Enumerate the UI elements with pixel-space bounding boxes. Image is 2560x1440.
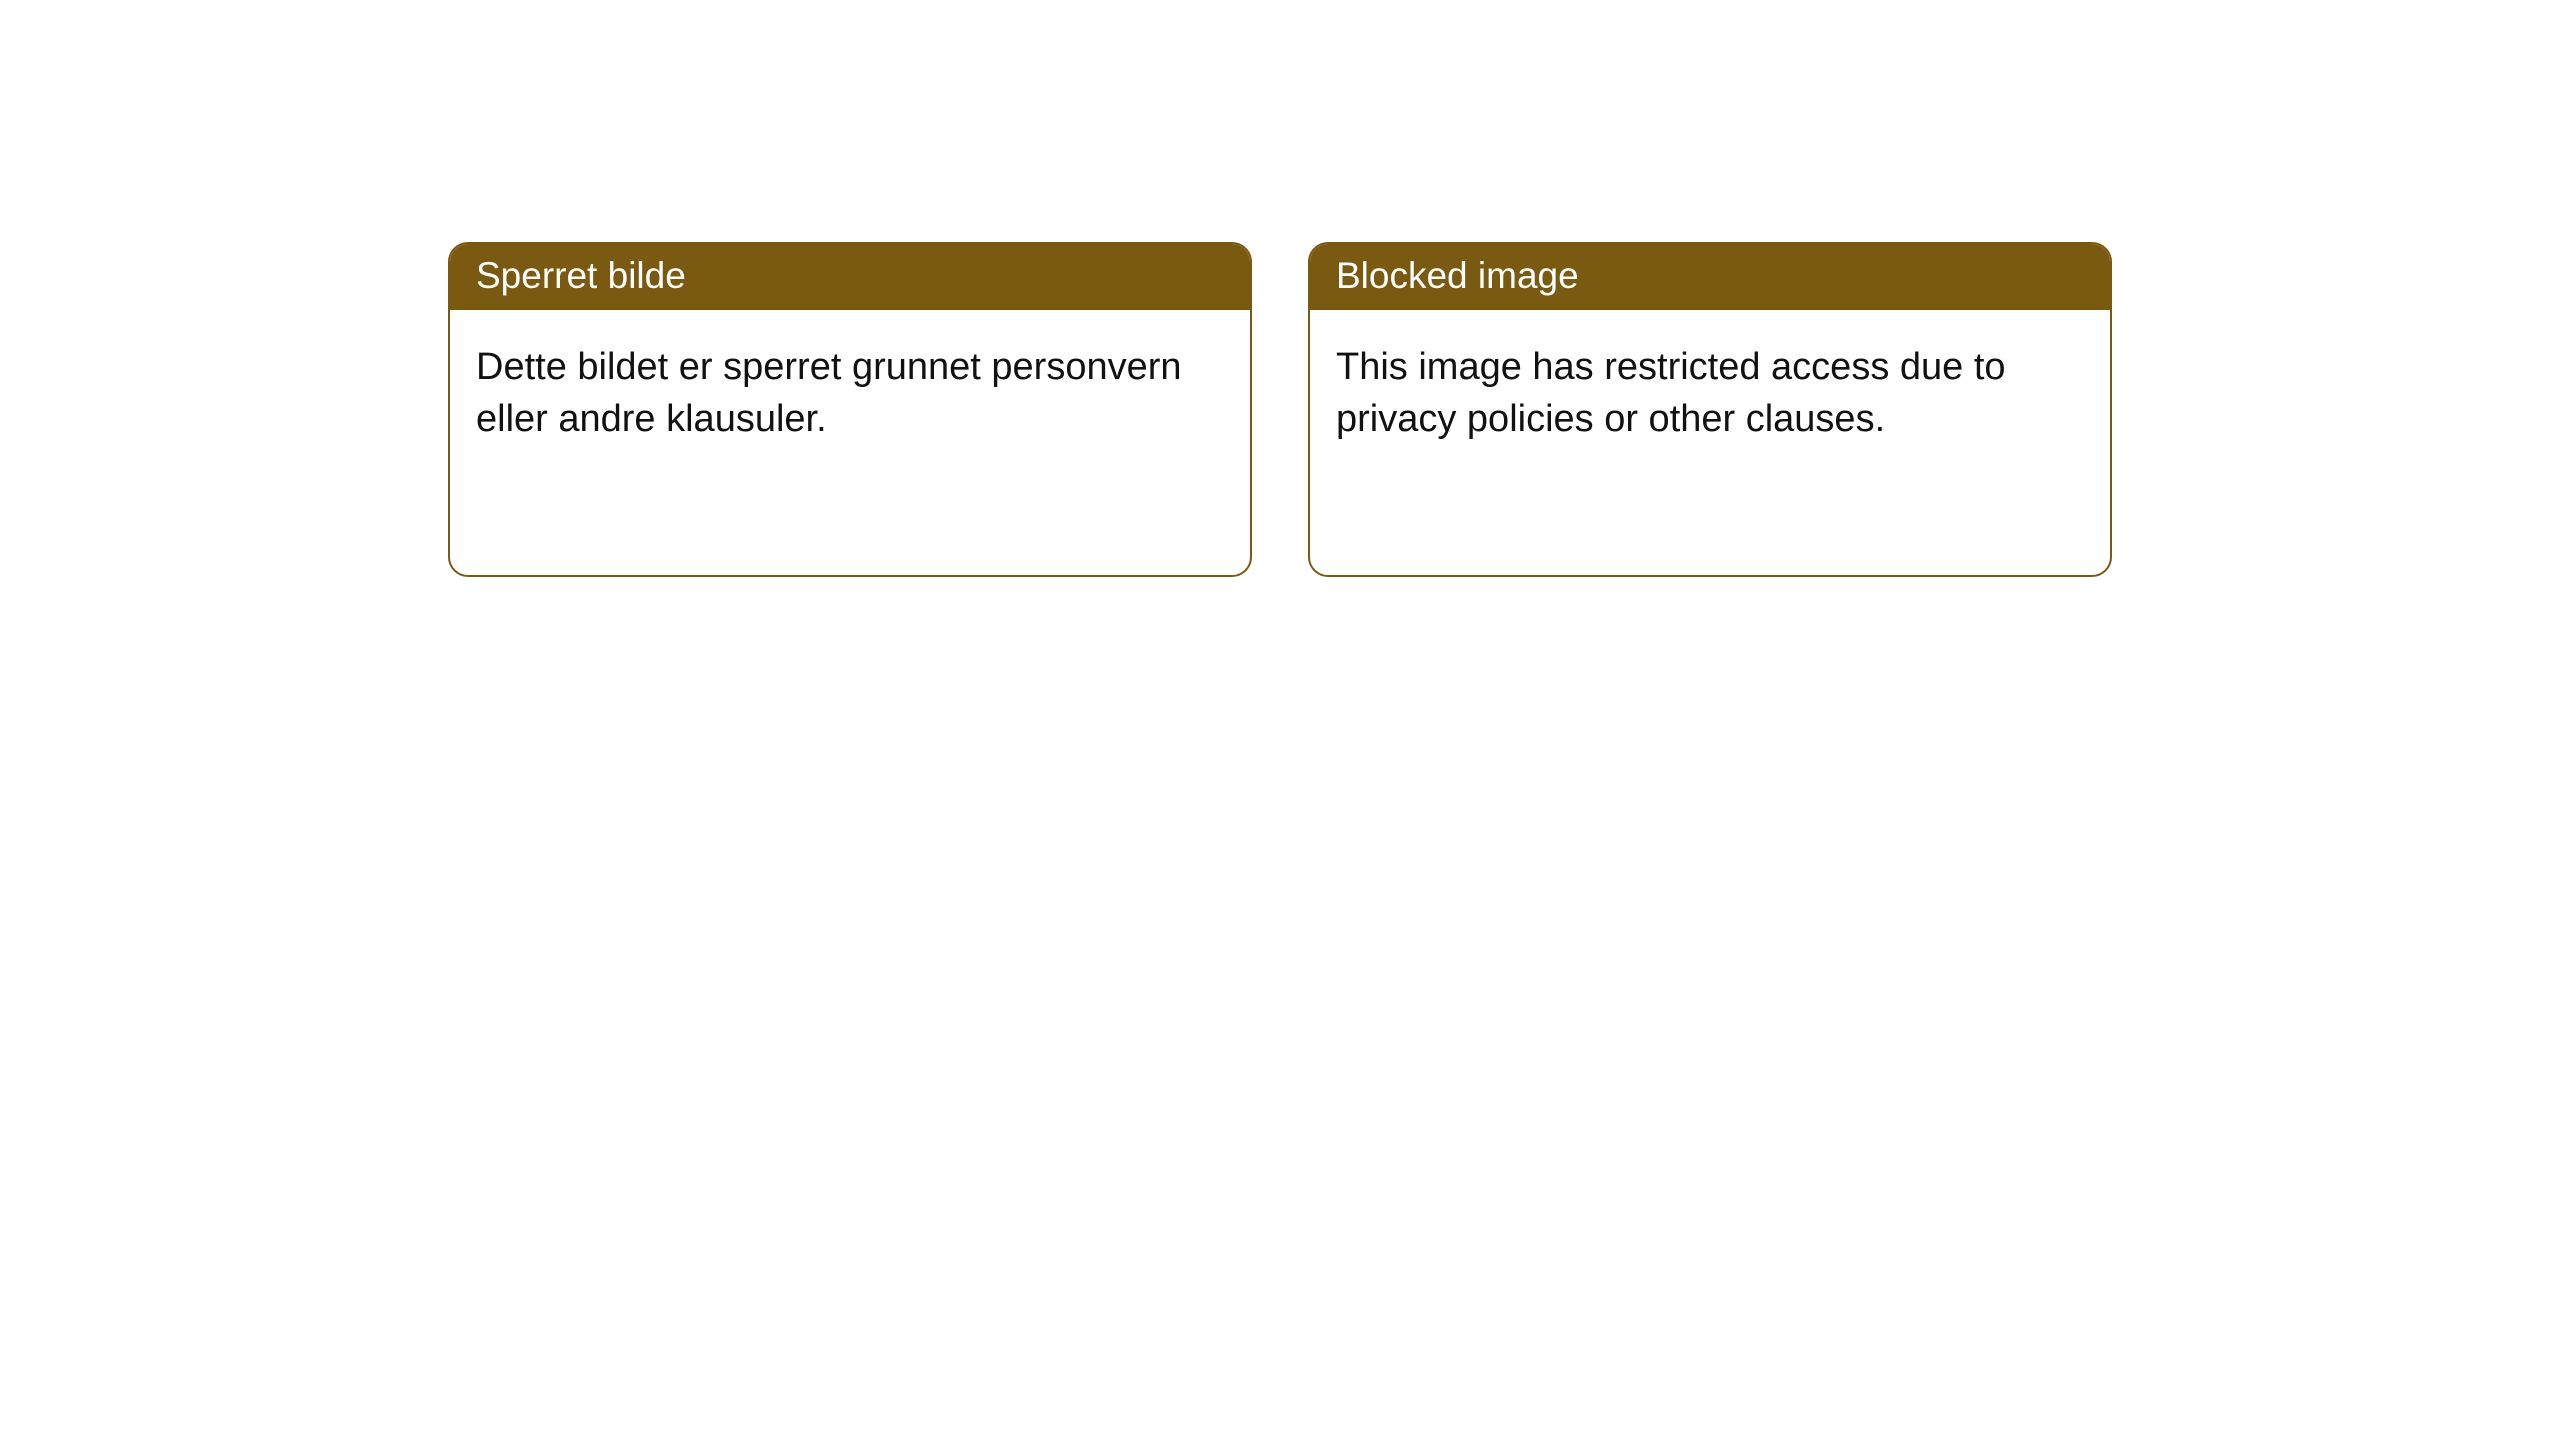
blocked-image-card-english: Blocked image This image has restricted …	[1308, 242, 2112, 577]
notice-cards-container: Sperret bilde Dette bildet er sperret gr…	[0, 0, 2560, 577]
card-header-norwegian: Sperret bilde	[450, 244, 1250, 310]
blocked-image-card-norwegian: Sperret bilde Dette bildet er sperret gr…	[448, 242, 1252, 577]
card-body-english: This image has restricted access due to …	[1310, 310, 2110, 477]
card-header-english: Blocked image	[1310, 244, 2110, 310]
card-body-norwegian: Dette bildet er sperret grunnet personve…	[450, 310, 1250, 477]
